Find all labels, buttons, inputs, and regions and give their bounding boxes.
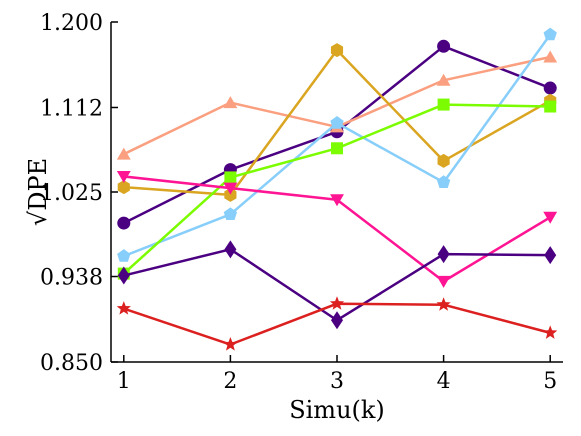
- series-8: [116, 296, 558, 351]
- data-point-hexagon: [117, 180, 130, 195]
- x-tick-label: 4: [437, 369, 451, 394]
- x-tick-label: 5: [543, 369, 557, 394]
- series-layer: [116, 27, 558, 351]
- data-point-square: [331, 142, 343, 155]
- data-point-diamond: [224, 240, 237, 259]
- data-point-triangle-down: [116, 170, 131, 183]
- data-point-triangle-down: [330, 194, 344, 207]
- data-point-diamond: [117, 266, 130, 285]
- series-line: [123, 248, 551, 322]
- x-axis-label: Simu(k): [289, 396, 385, 424]
- data-point-hexagon: [437, 153, 450, 168]
- data-point-triangle-up: [436, 73, 451, 86]
- data-point-triangle-down: [223, 182, 238, 195]
- data-point-star: [436, 297, 451, 311]
- y-axis-label: √DPE: [24, 158, 52, 226]
- data-point-pentagon: [436, 175, 451, 188]
- data-point-hexagon: [330, 43, 344, 58]
- data-point-diamond: [331, 311, 343, 330]
- data-point-diamond: [544, 246, 557, 265]
- data-point-triangle-up: [223, 96, 238, 109]
- data-point-pentagon: [117, 249, 131, 262]
- series-6: [116, 170, 558, 288]
- data-point-triangle-down: [436, 275, 451, 288]
- data-point-star: [329, 296, 345, 310]
- data-point-square: [224, 171, 237, 184]
- data-point-pentagon: [223, 207, 238, 221]
- y-tick-label: 1.200: [40, 11, 103, 36]
- series-3: [117, 43, 557, 202]
- y-axis-ticks: 0.850 0.938 1.025 1.112 1.200: [40, 11, 118, 376]
- data-point-triangle-up: [543, 50, 558, 63]
- data-point-star: [223, 337, 238, 351]
- series-7: [117, 240, 557, 330]
- data-point-circle: [543, 81, 557, 95]
- data-point-hexagon: [224, 187, 237, 202]
- y-tick-label: 1.025: [40, 181, 103, 206]
- data-point-pentagon: [543, 27, 557, 41]
- data-point-star: [543, 325, 558, 339]
- data-point-triangle-up: [116, 147, 131, 160]
- data-point-triangle-down: [543, 211, 558, 224]
- y-tick-label: 0.850: [40, 351, 103, 376]
- series-4: [117, 27, 557, 262]
- x-tick-label: 3: [330, 369, 344, 394]
- y-tick-label: 1.112: [40, 96, 103, 121]
- data-point-diamond: [437, 245, 450, 264]
- data-point-square: [437, 98, 450, 111]
- data-point-star: [116, 301, 131, 315]
- data-point-square: [544, 100, 557, 113]
- x-tick-label: 2: [223, 369, 237, 394]
- data-point-circle: [117, 216, 131, 230]
- y-tick-label: 0.938: [40, 266, 103, 291]
- x-axis-ticks: 1 2 3 4 5: [117, 355, 557, 394]
- data-point-circle: [437, 39, 451, 53]
- x-tick-label: 1: [117, 369, 131, 394]
- data-point-pentagon: [330, 116, 344, 129]
